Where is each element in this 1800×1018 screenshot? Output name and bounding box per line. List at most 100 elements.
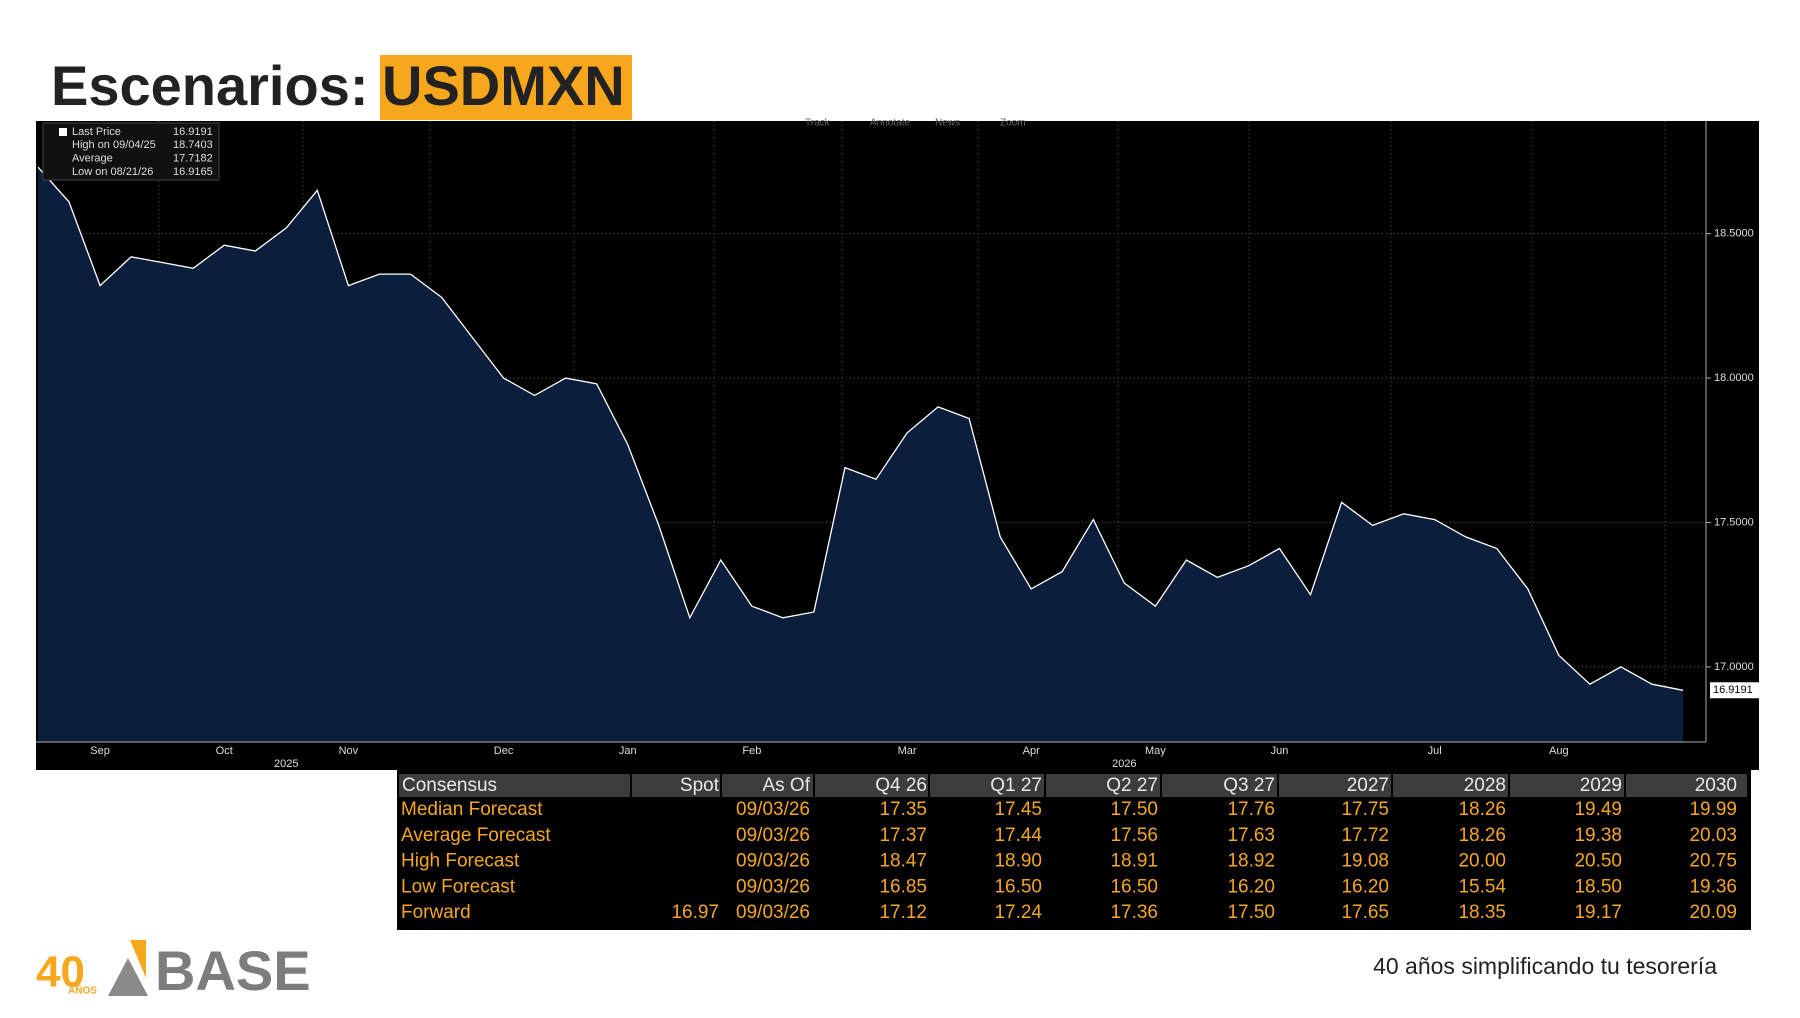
title: Escenarios: — [51, 54, 369, 117]
cell: 17.50 — [1227, 902, 1275, 923]
x-tick-label: Feb — [742, 745, 761, 757]
y-tick-label: 18.0000 — [1714, 372, 1754, 384]
x-tick-label: Apr — [1023, 745, 1040, 757]
x-tick-label: Oct — [216, 745, 233, 757]
header-cell-bg — [722, 774, 813, 797]
cell: 17.24 — [994, 902, 1042, 923]
cell: 19.36 — [1689, 876, 1737, 897]
cell: 17.72 — [1341, 825, 1389, 846]
cell: 17.12 — [879, 902, 927, 923]
toolbar-item: Track — [805, 118, 831, 129]
toolbar-item: Zoom — [1000, 118, 1026, 129]
row-label: Median Forecast — [401, 799, 543, 820]
stats-label: Last Price — [72, 126, 121, 138]
cell: 16.20 — [1341, 876, 1389, 897]
row-label: Forward — [401, 902, 471, 923]
header-cell-bg — [930, 774, 1044, 797]
cell: 17.36 — [1110, 902, 1158, 923]
header-cell-bg — [1279, 774, 1391, 797]
header-cell: 2027 — [1347, 775, 1389, 796]
y-tick-label: 17.0000 — [1714, 661, 1754, 673]
header-cell: As Of — [762, 775, 810, 796]
chart: 17.0000 17.5000 18.0000 18.5000 16.9191 Sep Oc… — [36, 118, 1760, 770]
cell: 18.91 — [1110, 851, 1158, 872]
header-cell-bg — [632, 774, 720, 797]
header-cell-bg — [1162, 774, 1277, 797]
row-label: Low Forecast — [401, 876, 516, 897]
header-cell: Q2 27 — [1106, 775, 1158, 796]
stats-box — [42, 122, 220, 181]
cell: 18.47 — [879, 851, 927, 872]
tagline: 40 años simplificando tu tesorería — [1373, 953, 1717, 979]
x-tick-label: Mar — [898, 745, 917, 757]
cell: 19.17 — [1574, 902, 1622, 923]
cell: 20.03 — [1689, 825, 1737, 846]
line — [37, 166, 1684, 691]
cell: 16.20 — [1227, 876, 1275, 897]
cell: 09/03/26 — [736, 799, 810, 820]
header-cell: 2029 — [1580, 775, 1622, 796]
cell: 16.97 — [671, 902, 719, 923]
x-tick-label: Sep — [90, 745, 110, 757]
title-ticker: USDMXN — [382, 54, 625, 117]
header-cell: Spot — [680, 775, 720, 796]
cell: 17.65 — [1341, 902, 1389, 923]
cell: 17.63 — [1227, 825, 1275, 846]
cell: 20.50 — [1574, 851, 1622, 872]
x-tick-label: Jul — [1428, 745, 1442, 757]
cell: 17.35 — [879, 799, 927, 820]
logo-sub: AÑOS — [68, 984, 97, 997]
cell: 15.54 — [1458, 876, 1506, 897]
x-year-label: 2026 — [1112, 758, 1136, 770]
cell: 17.45 — [994, 799, 1042, 820]
stats-label: Low on 08/21/26 — [72, 166, 153, 178]
row-label: High Forecast — [401, 851, 520, 872]
x-tick-label: Nov — [339, 745, 359, 757]
x-tick-label: May — [1145, 745, 1166, 757]
stats-value: 16.9165 — [173, 166, 213, 178]
header-cell-bg — [1046, 774, 1160, 797]
header-cell-bg — [399, 774, 630, 797]
cell: 17.37 — [879, 825, 927, 846]
cell: 09/03/26 — [736, 851, 810, 872]
cell: 19.49 — [1574, 799, 1622, 820]
toolbar-item: Annotate — [870, 118, 910, 129]
row-label: Average Forecast — [401, 825, 551, 846]
cell: 19.99 — [1689, 799, 1737, 820]
header-cell-bg — [1626, 774, 1747, 797]
last-price-label: 16.9191 — [1713, 684, 1753, 696]
cell: 09/03/26 — [736, 902, 810, 923]
x-tick-label: Aug — [1549, 745, 1569, 757]
cell: 19.38 — [1574, 825, 1622, 846]
logo-icon-accent — [130, 940, 146, 978]
cell: 09/03/26 — [736, 825, 810, 846]
cell: 17.75 — [1341, 799, 1389, 820]
cell: 18.92 — [1227, 851, 1275, 872]
cell: 18.35 — [1458, 902, 1506, 923]
header-cell: 2030 — [1695, 775, 1737, 796]
logo-number: 40 — [36, 948, 85, 997]
toolbar-item: News — [935, 118, 960, 129]
header-cell: 2028 — [1464, 775, 1506, 796]
cell: 18.26 — [1458, 825, 1506, 846]
logo: 40 AÑOS BASE — [36, 939, 311, 1002]
y-tick-label: 18.5000 — [1714, 228, 1754, 240]
cell: 20.09 — [1689, 902, 1737, 923]
stats-label: Average — [72, 153, 113, 165]
stats-value: 17.7182 — [173, 153, 213, 165]
x-tick-label: Dec — [494, 745, 514, 757]
cell: 16.50 — [994, 876, 1042, 897]
header-cell: Q3 27 — [1223, 775, 1275, 796]
cell: 17.56 — [1110, 825, 1158, 846]
stats-value: 18.7403 — [173, 139, 213, 151]
area — [38, 167, 1683, 742]
stats-label: High on 09/04/25 — [72, 139, 156, 151]
x-tick-label: Jun — [1271, 745, 1289, 757]
header-cell-bg — [1510, 774, 1624, 797]
title-highlight — [380, 55, 632, 120]
cell: 20.75 — [1689, 851, 1737, 872]
header-cell-bg — [1393, 774, 1508, 797]
cell: 18.90 — [994, 851, 1042, 872]
